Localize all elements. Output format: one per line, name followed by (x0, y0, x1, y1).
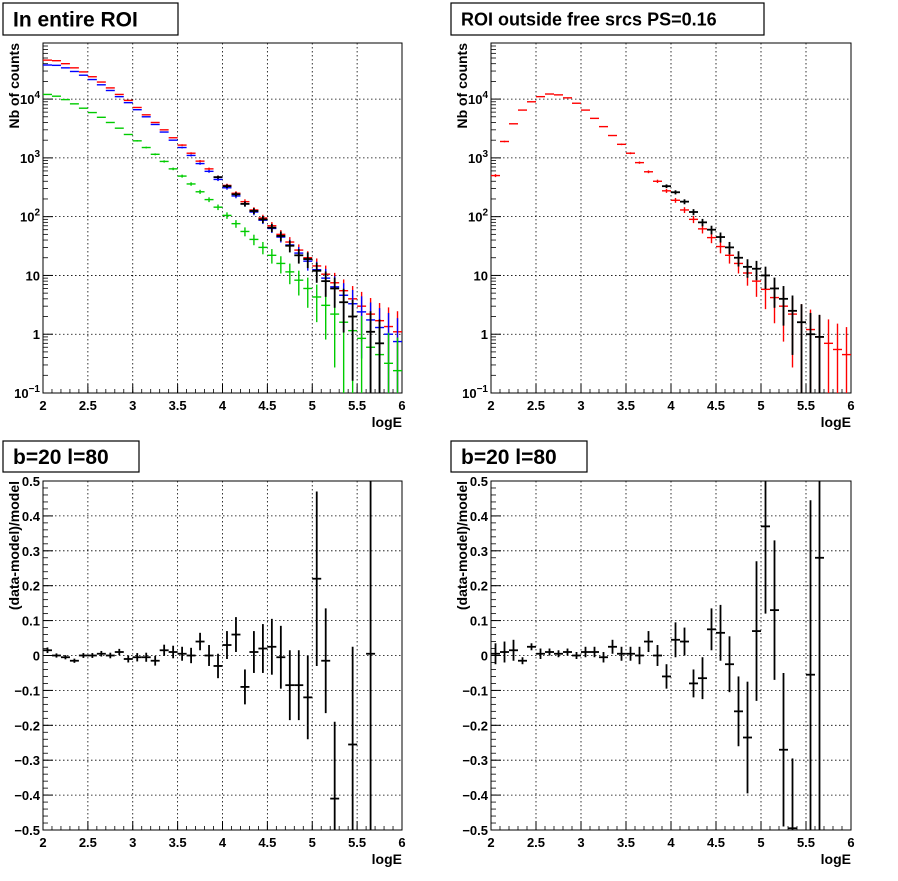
x-tick-label: 4.5 (258, 835, 276, 850)
x-tick-label: 3.5 (169, 835, 187, 850)
y-tick-label: 0 (481, 649, 488, 664)
y-tick-label: −0.3 (462, 753, 488, 768)
y-tick-label: −0.1 (462, 683, 488, 698)
x-tick-label: 4 (667, 398, 675, 413)
chart-title: b=20 l=80 (13, 446, 109, 469)
x-tick-label: 4 (219, 835, 227, 850)
y-tick-label: 0.3 (22, 544, 40, 559)
y-tick-label: −0.2 (14, 718, 40, 733)
series-1 (43, 481, 376, 830)
plot-frame (42, 42, 403, 394)
y-tick-label: 10 (26, 268, 40, 283)
chart-title: ROI outside free srcs PS=0.16 (461, 9, 717, 29)
series-1 (491, 481, 824, 830)
x-tick-label: 4.5 (707, 835, 725, 850)
x-tick-label: 3 (129, 398, 136, 413)
y-tick-label: 1 (33, 327, 40, 342)
x-tick-label: 6 (398, 398, 405, 413)
x-tick-label: 2 (487, 398, 494, 413)
series-2 (662, 184, 824, 393)
y-tick-label: −0.1 (14, 683, 40, 698)
chart-title: b=20 l=80 (461, 446, 557, 469)
y-tick-label: 102 (20, 208, 40, 225)
y-tick-label: 10−1 (462, 384, 488, 401)
y-tick-label: 0.4 (470, 509, 489, 524)
x-axis-label: logE (821, 414, 851, 430)
y-tick-label: −0.4 (462, 788, 488, 803)
x-tick-label: 3 (577, 398, 584, 413)
x-tick-label: 3.5 (169, 398, 187, 413)
x-tick-label: 5.5 (348, 835, 366, 850)
y-tick-label: 0.4 (22, 509, 41, 524)
x-axis-label: logE (372, 414, 402, 430)
y-tick-label: 102 (468, 208, 488, 225)
y-tick-label: −0.2 (462, 718, 488, 733)
x-tick-label: 4.5 (707, 398, 725, 413)
x-tick-label: 5 (309, 398, 316, 413)
x-tick-label: 4 (667, 835, 675, 850)
y-tick-label: −0.5 (14, 823, 40, 838)
x-tick-label: 5 (757, 835, 764, 850)
title-box (450, 440, 588, 473)
x-tick-label: 6 (847, 835, 854, 850)
x-tick-label: 3.5 (617, 398, 635, 413)
y-tick-label: 0.1 (22, 614, 40, 629)
x-tick-label: 6 (847, 398, 854, 413)
y-tick-label: 0.5 (22, 474, 40, 489)
y-tick-label: 10−1 (14, 384, 40, 401)
y-tick-label: 1 (481, 327, 488, 342)
y-tick-label: 104 (20, 90, 40, 107)
y-tick-label: 0.1 (470, 614, 488, 629)
x-tick-label: 2 (487, 835, 494, 850)
x-tick-label: 3 (129, 835, 136, 850)
x-tick-label: 2.5 (79, 835, 97, 850)
y-tick-label: 0.5 (470, 474, 488, 489)
y-tick-label: 0 (33, 649, 40, 664)
x-axis-label: logE (372, 851, 402, 867)
x-tick-label: 2.5 (527, 835, 545, 850)
y-tick-label: 0.2 (470, 579, 488, 594)
x-axis-label: logE (821, 851, 851, 867)
y-tick-label: 103 (468, 149, 488, 166)
plot-frame (490, 42, 852, 394)
title-box (2, 440, 140, 473)
x-tick-label: 2 (39, 398, 46, 413)
x-tick-label: 2 (39, 835, 46, 850)
x-tick-label: 3.5 (617, 835, 635, 850)
x-tick-label: 2.5 (527, 398, 545, 413)
x-tick-label: 3 (577, 835, 584, 850)
title-box (450, 2, 765, 36)
series-4 (213, 175, 385, 393)
y-tick-label: −0.4 (14, 788, 40, 803)
x-tick-label: 5 (757, 398, 764, 413)
y-axis-label: Nb of counts (454, 43, 470, 129)
x-tick-label: 2.5 (79, 398, 97, 413)
x-tick-label: 5 (309, 835, 316, 850)
y-tick-label: −0.5 (462, 823, 488, 838)
y-tick-label: 104 (468, 90, 488, 107)
y-axis-label: (data-model)/model (454, 481, 470, 610)
y-axis-label: Nb of counts (6, 43, 22, 129)
y-tick-label: −0.3 (14, 753, 40, 768)
title-box (2, 2, 179, 36)
x-tick-label: 5.5 (797, 835, 815, 850)
y-tick-label: 0.3 (470, 544, 488, 559)
y-tick-label: 10 (474, 268, 488, 283)
y-axis-label: (data-model)/model (6, 481, 22, 610)
x-tick-label: 5.5 (348, 398, 366, 413)
y-tick-label: 0.2 (22, 579, 40, 594)
chart-panel-2: ROI outside free srcs PS=0.16 2 2.5 3 3.5 4 4.… (450, 2, 855, 430)
x-tick-label: 6 (398, 835, 405, 850)
x-tick-label: 4.5 (258, 398, 276, 413)
x-tick-label: 5.5 (797, 398, 815, 413)
chart-title: In entire ROI (13, 9, 138, 32)
x-tick-label: 4 (219, 398, 227, 413)
y-tick-label: 103 (20, 149, 40, 166)
